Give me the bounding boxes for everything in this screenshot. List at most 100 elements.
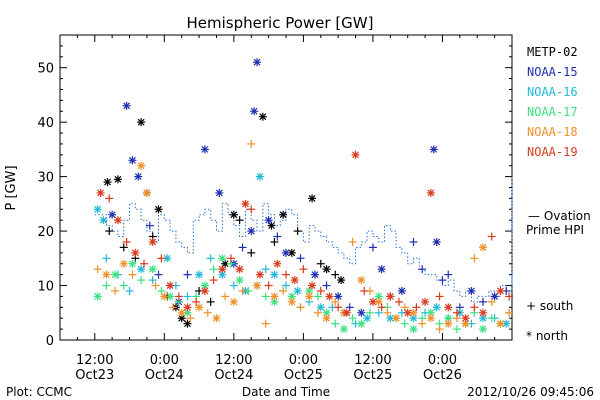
data-point [105,194,114,203]
data-point [261,319,270,328]
data-point [229,297,238,306]
y-tick-label: 10 [37,280,54,295]
data-point [366,308,375,317]
legend: METP-02 NOAA-15 NOAA-16 NOAA-17 NOAA-18 NOAA-… [526,45,591,343]
data-point [496,286,505,295]
data-point [377,265,386,274]
data-point [119,243,128,252]
data-point [177,314,186,323]
data-point [444,319,453,328]
data-point [279,210,288,219]
data-point [496,319,505,328]
data-point [119,259,128,268]
data-point [505,292,514,301]
data-point [183,319,192,328]
legend-ovation-label: — Ovation [528,209,591,223]
data-point [357,319,366,328]
data-point [177,308,186,317]
data-point [203,308,212,317]
data-point [409,237,418,246]
data-point [105,227,114,236]
data-point [103,178,112,187]
data-point [255,172,264,181]
data-point [183,303,192,312]
data-point [299,265,308,274]
data-point [267,221,276,230]
data-point [461,314,470,323]
x-tick-date-label: Oct25 [353,368,392,383]
data-point [128,259,137,268]
x-tick-date-label: Oct25 [284,368,323,383]
data-point [148,265,157,274]
data-point [363,314,372,323]
data-point [290,276,299,285]
data-point [273,259,282,268]
data-point [122,101,131,110]
data-point [235,216,244,225]
data-point [270,292,279,301]
data-point [342,308,351,317]
data-point [218,265,227,274]
data-point [215,188,224,197]
x-tick-time-label: 12:00 [76,353,113,368]
data-point [487,314,496,323]
data-point [102,270,111,279]
data-point [183,292,192,301]
data-point [296,254,305,263]
data-point [128,156,137,165]
data-point [395,297,403,306]
y-tick-label: 30 [37,171,54,186]
x-axis: 12:00Oct230:00Oct2412:00Oct240:00Oct2512… [59,35,513,383]
data-point [235,265,244,274]
data-point [137,118,146,127]
data-point [108,210,117,219]
data-point [229,210,238,219]
data-point [93,205,102,214]
data-point [444,314,453,323]
legend-series-label: NOAA-16 [527,85,578,99]
data-point [452,308,461,317]
data-point [264,281,273,290]
data-point [322,281,331,290]
data-point [334,292,343,301]
y-axis-label: P [GW] [4,165,19,210]
data-point [487,297,496,306]
data-point [206,254,215,263]
data-point [247,227,256,236]
data-point [479,308,488,317]
data-point [305,292,314,301]
data-point [151,281,160,290]
data-point [255,270,264,279]
data-point [444,303,453,312]
data-point [258,112,267,121]
data-point [435,325,444,334]
data-point [102,254,111,263]
data-point [418,265,427,274]
data-point [339,325,348,334]
data-point [261,265,270,274]
data-point [247,139,256,148]
data-point [310,270,319,279]
plot-credit: Plot: CCMC [6,385,72,399]
data-point [429,145,438,154]
plot-frame [59,34,513,341]
data-point [145,221,154,230]
data-point [111,270,120,279]
data-point [452,325,461,334]
legend-series-label: METP-02 [527,45,578,59]
data-point [316,303,325,312]
data-point [505,308,514,317]
data-point [487,232,496,241]
data-point [253,281,262,290]
data-point [264,216,273,225]
data-point [200,145,209,154]
data-point [386,292,395,301]
data-point [397,286,406,295]
data-point [273,232,282,241]
x-tick-date-label: Oct23 [75,368,114,383]
data-point [235,276,244,285]
data-point [331,297,340,306]
y-tick-label: 20 [37,225,54,240]
data-point [409,325,418,334]
plot-timestamp: 2012/10/26 09:45:06 [467,385,594,399]
